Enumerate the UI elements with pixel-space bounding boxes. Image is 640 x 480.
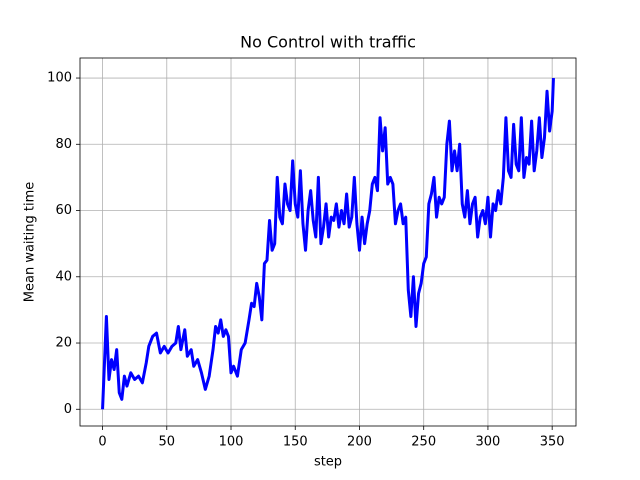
x-tick-label: 200 [347, 435, 372, 450]
y-axis-label: Mean waiting time [23, 182, 38, 302]
x-axis-label: step [314, 455, 342, 470]
x-tick-label: 0 [98, 435, 106, 450]
x-tick-label: 350 [540, 435, 565, 450]
y-tick-label: 60 [55, 203, 72, 218]
y-tick-label: 100 [47, 71, 72, 86]
x-tick-label: 50 [159, 435, 176, 450]
x-tick-label: 300 [476, 435, 501, 450]
x-tick-label: 100 [219, 435, 244, 450]
x-tick-label: 150 [283, 435, 308, 450]
chart-title: No Control with traffic [240, 33, 416, 52]
y-tick-label: 20 [55, 336, 72, 351]
line [101, 77, 555, 410]
plot-frame [79, 57, 577, 427]
x-tick-label: 250 [411, 435, 436, 450]
y-tick-label: 80 [55, 137, 72, 152]
y-tick-label: 0 [64, 402, 72, 417]
y-tick-label: 40 [55, 269, 72, 284]
